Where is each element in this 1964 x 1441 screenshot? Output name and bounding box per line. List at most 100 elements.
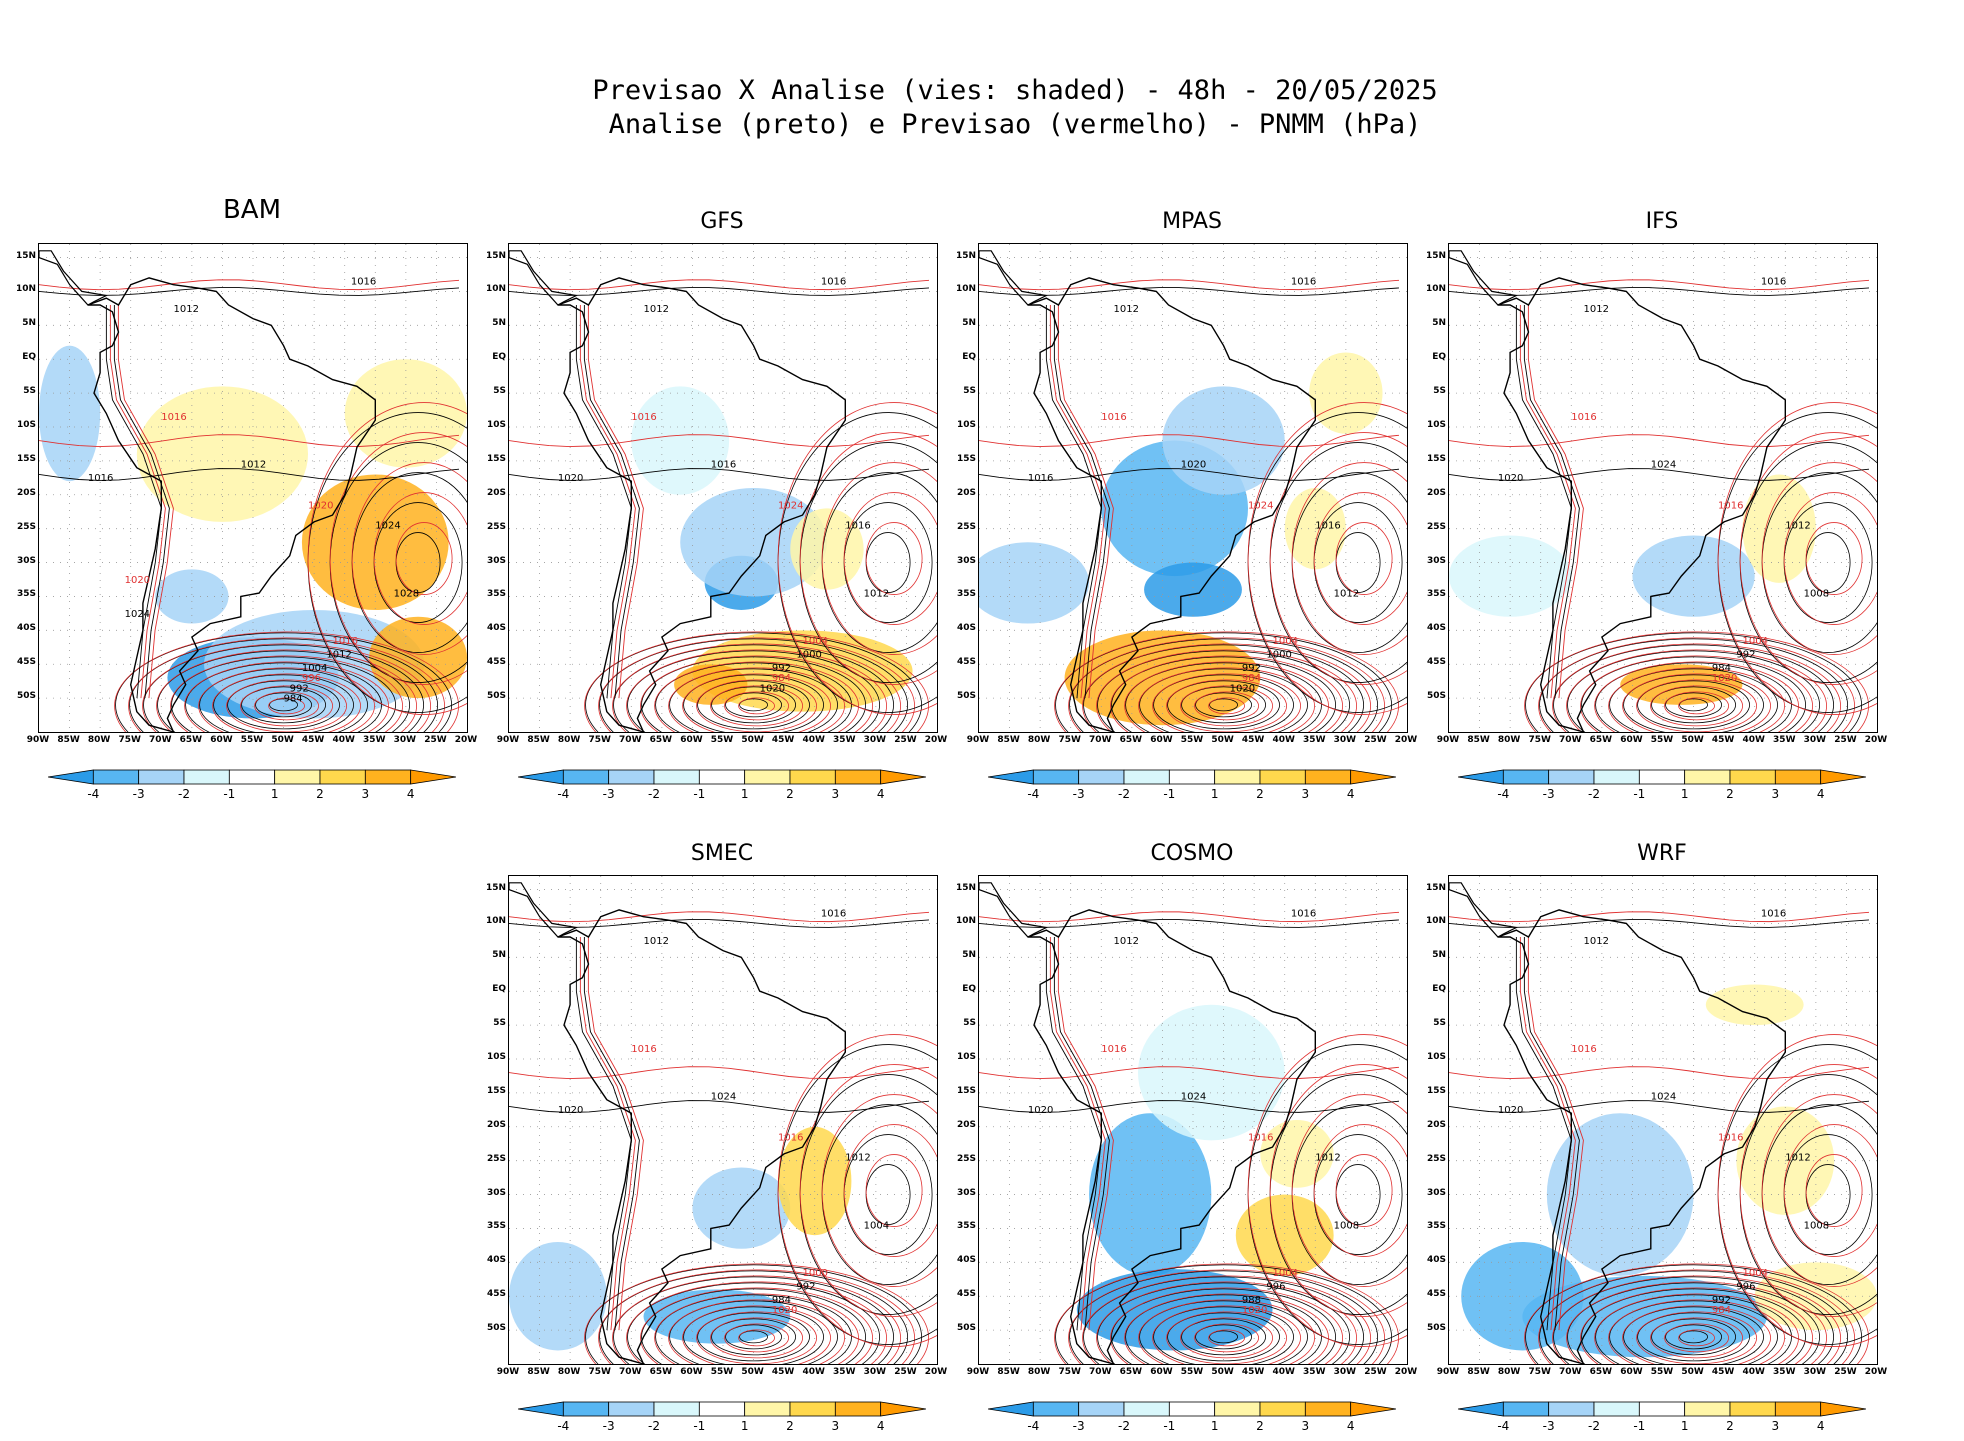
lon-label: 30W xyxy=(1333,735,1357,745)
lon-label: 55W xyxy=(1650,1367,1674,1377)
isobar xyxy=(696,1311,817,1364)
lon-label: 60W xyxy=(1150,735,1173,745)
contour-label: 984 xyxy=(284,694,303,705)
isobar xyxy=(1152,1305,1301,1364)
coastline xyxy=(1027,277,1316,732)
isobar xyxy=(255,692,312,718)
contour-label: 1012 xyxy=(174,304,199,315)
colorbar-segment xyxy=(1593,1401,1640,1417)
isobar xyxy=(509,434,930,447)
isobar xyxy=(865,522,923,595)
isobar xyxy=(739,1330,768,1344)
isobar xyxy=(1045,305,1102,699)
contour-label: 1012 xyxy=(1334,588,1359,599)
isobar xyxy=(655,662,852,732)
contour-label: 1024 xyxy=(1651,460,1676,471)
isobar xyxy=(1082,1275,1371,1364)
lon-label: 20W xyxy=(924,1367,948,1377)
colorbar-label: -2 xyxy=(648,787,660,801)
coastline xyxy=(1497,909,1786,1364)
isobar xyxy=(1525,632,1862,732)
lat-label: 40S xyxy=(16,623,36,634)
lon-label: 30W xyxy=(863,735,887,745)
isobar xyxy=(979,1100,1400,1113)
isobar xyxy=(198,667,375,732)
coastline xyxy=(557,277,846,732)
isobar xyxy=(351,462,467,655)
isobar xyxy=(979,911,1400,923)
contour-label: 1016 xyxy=(1291,277,1316,288)
lat-label: 15S xyxy=(16,453,36,464)
contour-label: 1004 xyxy=(1742,636,1767,647)
isobar xyxy=(739,698,768,712)
colorbar-segment xyxy=(1168,769,1216,785)
contour-label: 1012 xyxy=(241,460,266,471)
isobar xyxy=(1208,697,1245,715)
colorbar-label: -2 xyxy=(1118,787,1130,801)
contour-label: 1012 xyxy=(1114,304,1139,315)
contour-label: 996 xyxy=(1736,1281,1755,1292)
colorbar-segment xyxy=(47,769,94,785)
lon-label: 90W xyxy=(496,1367,520,1377)
map-plot: 1016 1012 1016 1020 1024 1016 1012 1008 1004 996 9… xyxy=(978,875,1408,1365)
isobar xyxy=(682,673,831,732)
lat-label: 15S xyxy=(956,453,976,464)
isobar xyxy=(1805,522,1863,595)
map-plot: 1016 1012 1016 1020 1024 1016 1012 1004 1000 992 9… xyxy=(508,875,938,1365)
isobar xyxy=(641,656,866,732)
lat-label: 5S xyxy=(493,1018,506,1029)
isobar xyxy=(575,937,632,1331)
lon-label: 70W xyxy=(1559,735,1582,745)
contour-label: 984 xyxy=(1712,663,1731,674)
lon-label: 85W xyxy=(997,735,1020,745)
contour-label: 1024 xyxy=(1248,500,1273,511)
lat-label: 5S xyxy=(963,386,976,397)
contour-label: 1016 xyxy=(1571,412,1596,423)
isobar xyxy=(1167,1312,1280,1362)
contour-label: 1016 xyxy=(631,1044,656,1055)
lon-label: 80W xyxy=(1027,735,1051,745)
isobar xyxy=(1166,679,1287,732)
isobar xyxy=(128,637,445,732)
lon-label: 85W xyxy=(57,735,80,745)
lat-label: 35S xyxy=(486,1221,506,1232)
isobar xyxy=(668,1299,845,1364)
panel-mpas: MPAS 1016 1012 1016 1016 1020 1024 1016 1012 1004… xyxy=(956,209,1417,801)
contour-label: 1016 xyxy=(821,277,846,288)
colorbar-label: -1 xyxy=(1633,1419,1646,1433)
contour-label: 1016 xyxy=(631,412,656,423)
lat-label: 50S xyxy=(1426,1323,1446,1334)
isobar xyxy=(697,1312,810,1362)
contour-label: 984 xyxy=(1712,1305,1731,1316)
panel-ifs: IFS 1016 1012 1016 1020 1024 1016 1012 1008 1004 9… xyxy=(1426,209,1887,801)
isobar xyxy=(1739,1064,1877,1317)
isobar xyxy=(1805,1154,1863,1227)
colorbar-segment xyxy=(744,1401,791,1417)
isobar xyxy=(1651,1318,1736,1356)
isobar xyxy=(598,1269,915,1364)
lat-label: 45S xyxy=(486,657,506,668)
colorbar-label: -3 xyxy=(602,787,615,801)
isobar xyxy=(1082,643,1371,732)
isobar xyxy=(1580,1287,1813,1364)
lon-label: 70W xyxy=(1089,1367,1112,1377)
colorbar-label: -2 xyxy=(648,1419,660,1433)
colorbar-label: 2 xyxy=(1726,1419,1734,1433)
isobar xyxy=(1527,305,1584,699)
colorbar-svg xyxy=(987,1401,1397,1417)
lat-label: 10N xyxy=(1425,916,1446,927)
isobar xyxy=(1566,649,1827,732)
coastline xyxy=(557,909,846,1364)
isobar xyxy=(799,432,937,685)
isobar xyxy=(1650,1317,1743,1359)
colorbar: -4 -3 -2 -1 1 2 3 4 xyxy=(47,769,457,809)
isobar xyxy=(1291,462,1407,655)
lon-label: 50W xyxy=(1681,1367,1704,1377)
lon-label: 40W xyxy=(1742,735,1765,745)
colorbar-label: 3 xyxy=(831,787,840,801)
lat-label: 40S xyxy=(486,1255,506,1266)
isobar xyxy=(724,691,789,721)
isobar xyxy=(199,668,368,732)
isobar xyxy=(1519,305,1576,699)
colorbar-label: 4 xyxy=(1346,1419,1355,1433)
